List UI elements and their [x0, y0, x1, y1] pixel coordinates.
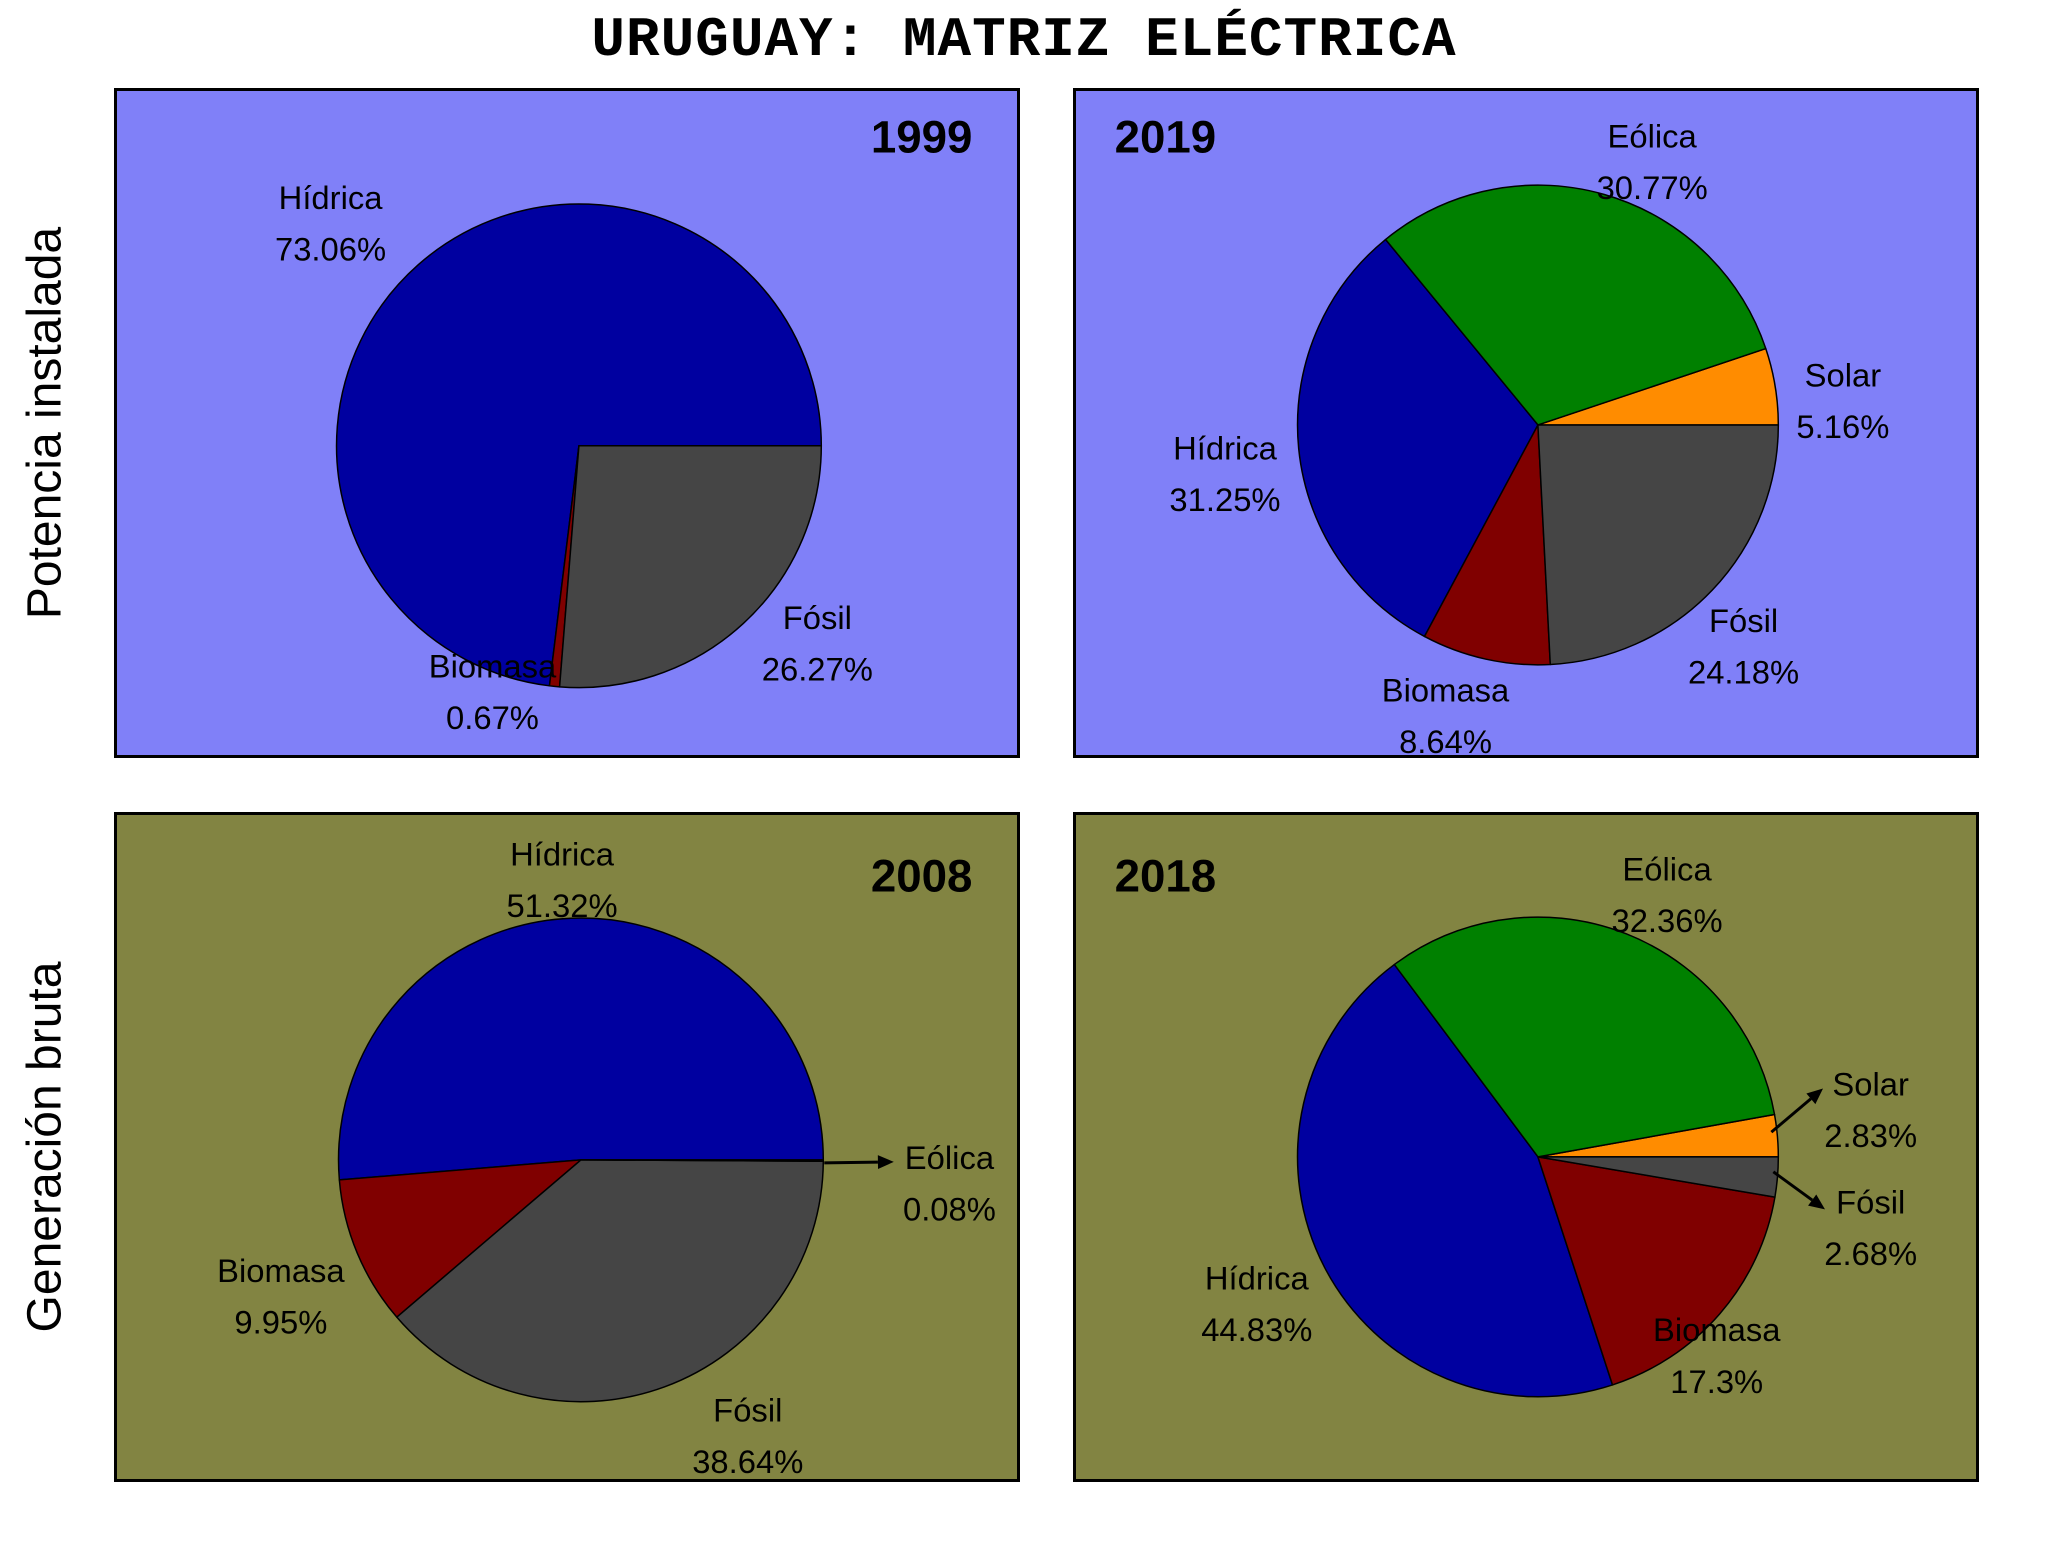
- panel-2019-potencia-instalada: Solar 5.16% Eólica 30.77% Hídrica 31.25% Bioma…: [1073, 88, 1979, 760]
- arrow-line: [1770, 1097, 1812, 1134]
- pie-slice-2018-eolica: [1393, 916, 1776, 1158]
- slice-label-value-2019-eolica: 30.77%: [1597, 169, 1708, 206]
- slice-label-name-2019-hidrica: Hídrica: [1173, 430, 1278, 467]
- slice-label-name-2018-hidrica: Hídrica: [1205, 1260, 1310, 1297]
- slice-label-value-2019-solar: 5.16%: [1796, 408, 1889, 445]
- slice-label-name-2019-fosil: Fósil: [1709, 602, 1778, 639]
- slice-label-value-1999-biomasa: 0.67%: [446, 699, 539, 736]
- slice-label-name-2018-eolica: Eólica: [1622, 850, 1712, 887]
- arrow-line: [1772, 1170, 1814, 1202]
- pie-slice-1999-fosil: [558, 445, 823, 689]
- pie-chart-2019: Solar 5.16% Eólica 30.77% Hídrica 31.25% Bioma…: [1115, 111, 1890, 760]
- annotation-arrow-2018-fosil: [1772, 1170, 1826, 1210]
- pie-chart-1999: Hídrica 73.06% Biomasa 0.67% Fósil 26.27% 1999: [275, 111, 973, 736]
- year-label-2018: 2018: [1115, 850, 1217, 901]
- year-label-1999: 1999: [871, 111, 973, 162]
- slice-label-name-2018-biomasa: Biomasa: [1653, 1311, 1781, 1348]
- slice-label-value-2008-biomasa: 9.95%: [234, 1303, 327, 1340]
- slice-label-name-1999-fosil: Fósil: [783, 599, 852, 636]
- slice-label-value-1999-hidrica: 73.06%: [275, 231, 386, 268]
- pie-slice-2018-fosil: [1537, 1156, 1780, 1198]
- slice-label-name-1999-hidrica: Hídrica: [279, 179, 384, 216]
- slice-label-value-2018-eolica: 32.36%: [1611, 902, 1722, 939]
- slice-label-value-2008-hidrica: 51.32%: [506, 887, 617, 924]
- pie-slice-2018-hidrica: [1296, 963, 1614, 1398]
- pie-slice-2008-eolica: [580, 1159, 825, 1162]
- slice-label-name-2008-hidrica: Hídrica: [510, 836, 615, 873]
- slice-label-value-2019-fosil: 24.18%: [1688, 654, 1799, 691]
- row-label-potencia-instalada: Potencia instalada: [18, 226, 72, 620]
- slice-label-value-2019-hidrica: 31.25%: [1169, 481, 1280, 518]
- annotation-arrow-2008-eolica: [824, 1155, 894, 1170]
- pie-slice-2019-fosil: [1537, 424, 1780, 666]
- pie-chart-2018: Solar 2.83% Eólica 32.36% Hídrica 44.83% Bioma…: [1115, 850, 1918, 1400]
- panel-1999-potencia-instalada: Hídrica 73.06% Biomasa 0.67% Fósil 26.27% 1999: [114, 88, 1020, 758]
- arrow-line: [824, 1160, 878, 1165]
- pie-slice-2018-biomasa: [1537, 1156, 1776, 1386]
- pie-slice-2019-eolica: [1384, 184, 1767, 426]
- panel-2008-generacion-bruta: Hídrica 51.32% Biomasa 9.95% Fósil 38.64% Eóli…: [114, 812, 1020, 1482]
- pie-slice-2008-biomasa: [338, 1159, 582, 1318]
- arrow-head: [1806, 1088, 1824, 1105]
- slice-label-name-2018-solar: Solar: [1832, 1066, 1909, 1103]
- slice-label-name-2019-eolica: Eólica: [1608, 118, 1698, 155]
- slice-label-value-2018-fosil: 2.68%: [1824, 1235, 1917, 1272]
- slice-label-name-2018-fosil: Fósil: [1836, 1183, 1905, 1220]
- panel-2018-generacion-bruta: Solar 2.83% Eólica 32.36% Hídrica 44.83% Bioma…: [1073, 812, 1979, 1482]
- slice-label-value-2019-biomasa: 8.64%: [1399, 723, 1492, 760]
- pie-slice-2019-biomasa: [1423, 424, 1552, 666]
- pie-chart-2008: Hídrica 51.32% Biomasa 9.95% Fósil 38.64% Eóli…: [217, 836, 996, 1480]
- slice-label-name-2019-biomasa: Biomasa: [1382, 672, 1510, 709]
- slice-label-name-2008-fosil: Fósil: [713, 1392, 782, 1429]
- pie-slice-2008-fosil: [396, 1159, 825, 1403]
- arrow-head: [1808, 1194, 1826, 1210]
- slice-label-name-1999-biomasa: Biomasa: [429, 648, 557, 685]
- figure-title: URUGUAY: MATRIZ ELÉCTRICA: [591, 8, 1457, 72]
- slice-label-value-2018-biomasa: 17.3%: [1670, 1363, 1763, 1400]
- slice-label-name-2019-solar: Solar: [1805, 356, 1882, 393]
- arrow-head: [877, 1155, 894, 1170]
- slice-label-value-1999-fosil: 26.27%: [762, 651, 873, 688]
- pie-slice-2008-hidrica: [337, 917, 825, 1181]
- pie-slice-2019-hidrica: [1296, 238, 1539, 638]
- slice-label-value-2018-hidrica: 44.83%: [1201, 1311, 1312, 1348]
- slice-label-value-2008-eolica: 0.08%: [903, 1190, 996, 1227]
- year-label-2008: 2008: [871, 850, 973, 901]
- slice-label-name-2008-eolica: Eólica: [905, 1139, 995, 1176]
- year-label-2019: 2019: [1115, 111, 1217, 162]
- slice-label-value-2018-solar: 2.83%: [1824, 1117, 1917, 1154]
- pie-slice-1999-hidrica: [335, 203, 823, 687]
- slice-label-value-2008-fosil: 38.64%: [692, 1443, 803, 1480]
- row-label-generacion-bruta: Generación bruta: [18, 961, 72, 1333]
- slice-label-name-2008-biomasa: Biomasa: [217, 1252, 345, 1289]
- annotation-arrow-2018-solar: [1770, 1088, 1824, 1134]
